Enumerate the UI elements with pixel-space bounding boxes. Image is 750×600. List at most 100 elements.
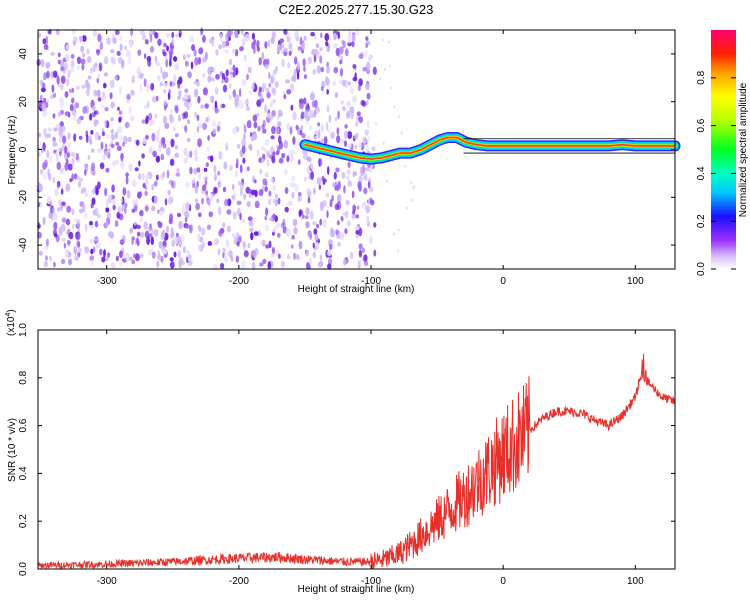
noise-blob	[101, 154, 107, 161]
noise-blob	[297, 191, 302, 197]
noise-blob	[118, 205, 121, 214]
noise-blob	[247, 216, 253, 221]
noise-blob	[71, 158, 75, 166]
noise-blob	[177, 114, 182, 122]
noise-blob	[153, 195, 158, 204]
noise-blob	[270, 36, 275, 44]
noise-blob	[235, 170, 238, 179]
noise-blob	[316, 223, 320, 229]
noise-blob	[92, 246, 96, 254]
noise-blob	[63, 242, 67, 249]
noise-blob	[269, 101, 273, 108]
noise-blob	[194, 156, 199, 162]
noise-blob	[116, 211, 121, 219]
noise-blob	[43, 261, 48, 268]
noise-blob	[355, 120, 359, 127]
noise-blob	[42, 162, 47, 170]
noise-blob	[71, 97, 75, 104]
noise-speck	[381, 38, 384, 42]
noise-blob	[207, 75, 212, 83]
noise-speck	[393, 105, 396, 109]
noise-blob	[72, 35, 78, 42]
noise-blob	[119, 261, 123, 268]
noise-blob	[345, 48, 349, 57]
noise-blob	[313, 187, 316, 195]
noise-blob	[172, 235, 176, 241]
noise-blob	[160, 153, 164, 161]
noise-blob	[224, 198, 229, 207]
noise-blob	[110, 117, 114, 122]
noise-blob	[317, 261, 323, 268]
noise-blob	[146, 236, 151, 246]
noise-blob	[138, 173, 142, 180]
noise-blob	[208, 67, 213, 72]
noise-blob	[298, 240, 303, 250]
noise-blob	[235, 255, 239, 263]
noise-blob	[230, 256, 234, 262]
figure-title: C2E2.2025.277.15.30.G23	[279, 2, 434, 17]
noise-blob	[73, 133, 77, 142]
noise-blob	[347, 143, 352, 148]
noise-blob	[196, 114, 200, 122]
noise-blob	[241, 138, 246, 148]
noise-blob	[163, 43, 167, 48]
noise-blob	[65, 183, 71, 192]
noise-blob	[228, 93, 232, 101]
noise-blob	[178, 90, 182, 97]
snr-y-tick-label: 0.4	[18, 466, 29, 480]
noise-blob	[150, 84, 153, 91]
noise-blob	[173, 74, 177, 83]
noise-blob	[297, 46, 303, 51]
noise-blob	[75, 152, 79, 161]
noise-blob	[259, 97, 265, 103]
noise-blob	[166, 225, 169, 233]
noise-blob	[167, 92, 171, 100]
noise-blob	[169, 261, 175, 269]
noise-blob	[352, 64, 357, 69]
noise-blob	[234, 94, 240, 103]
noise-blob	[325, 192, 330, 198]
noise-blob	[369, 186, 374, 193]
noise-blob	[45, 35, 49, 45]
noise-blob	[274, 193, 278, 199]
noise-blob	[50, 51, 55, 56]
noise-blob	[207, 241, 212, 246]
noise-blob	[317, 129, 321, 138]
noise-blob	[188, 260, 192, 267]
noise-blob	[155, 61, 161, 67]
noise-blob	[42, 216, 46, 226]
noise-blob	[195, 198, 198, 203]
noise-blob	[81, 35, 87, 42]
noise-blob	[180, 260, 185, 266]
noise-blob	[100, 104, 105, 109]
noise-blob	[268, 217, 273, 222]
noise-blob	[342, 258, 347, 266]
noise-blob	[162, 171, 166, 178]
noise-blob	[180, 234, 185, 242]
noise-blob	[58, 125, 63, 134]
noise-blob	[207, 199, 211, 204]
noise-blob	[117, 56, 123, 64]
noise-blob	[299, 36, 303, 46]
noise-blob	[167, 189, 171, 196]
noise-blob	[351, 190, 355, 199]
noise-blob	[311, 49, 316, 56]
noise-blob	[220, 262, 225, 270]
noise-blob	[155, 155, 161, 163]
noise-blob	[36, 59, 41, 66]
spectrogram-y-label: Frequency (Hz)	[7, 116, 18, 185]
noise-blob	[233, 126, 237, 135]
noise-blob	[333, 66, 339, 74]
snr-y-tick-label: 0.6	[18, 418, 29, 432]
noise-blob	[251, 250, 257, 258]
noise-blob	[261, 146, 265, 151]
noise-blob	[168, 217, 173, 225]
noise-blob	[309, 256, 312, 265]
noise-blob	[347, 180, 353, 187]
noise-blob	[64, 111, 70, 117]
noise-blob	[232, 211, 237, 220]
noise-blob	[197, 57, 202, 65]
noise-blob	[319, 218, 323, 226]
noise-blob	[223, 161, 228, 170]
